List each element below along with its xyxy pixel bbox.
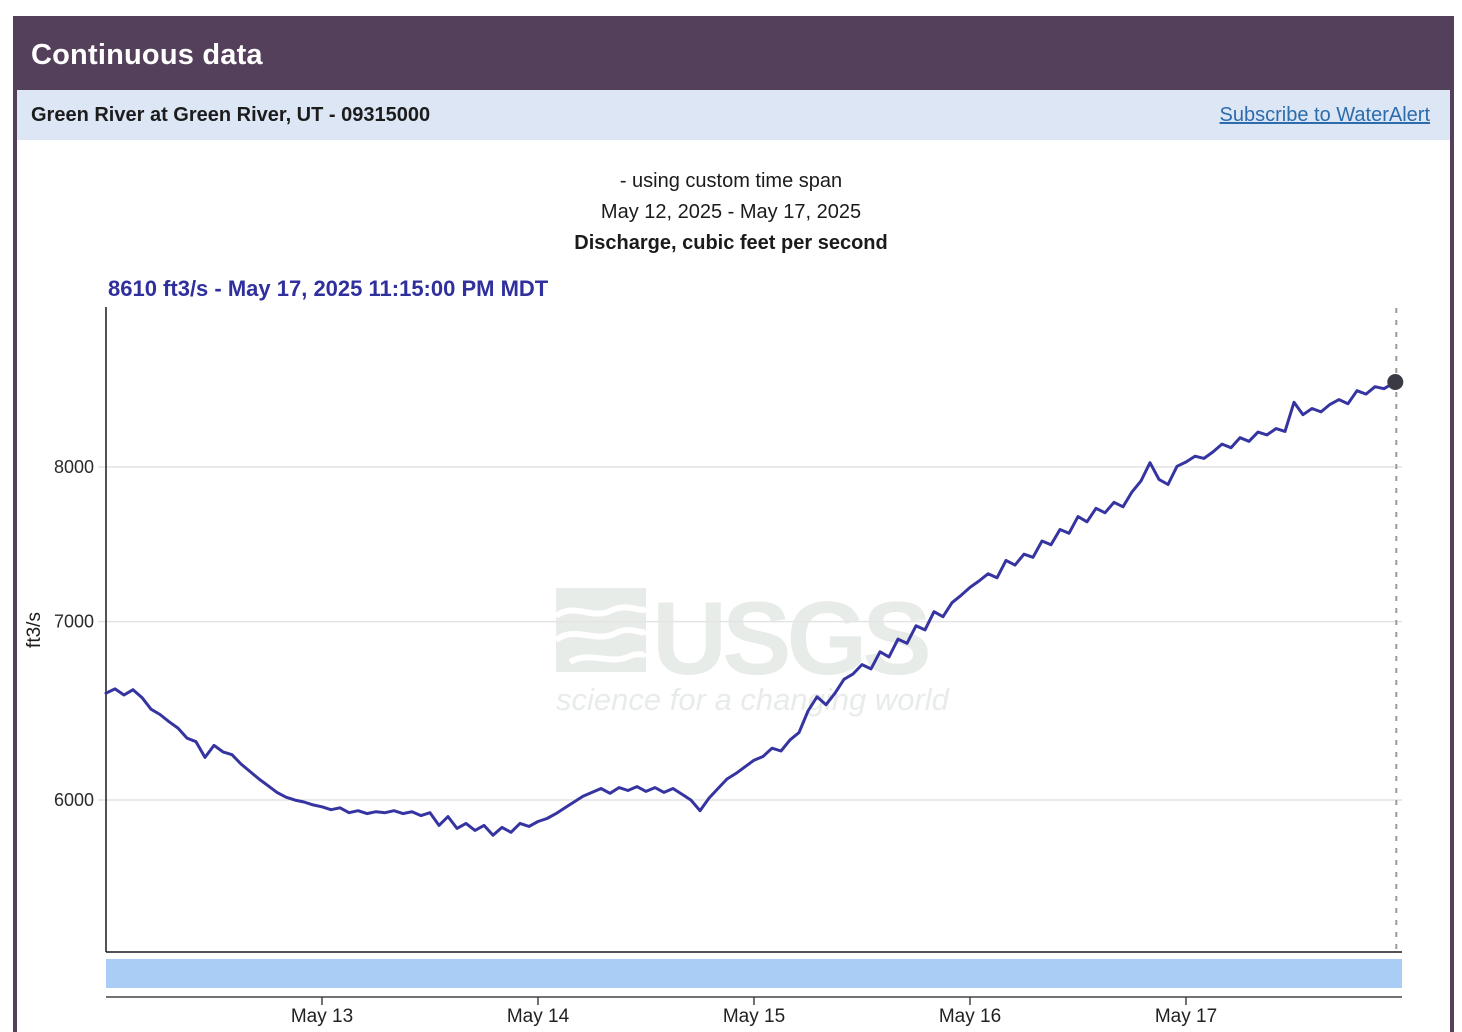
usgs-watermark-tagline: science for a changing world xyxy=(556,682,951,717)
panel-title: Continuous data xyxy=(31,38,263,71)
y-tick-labels: 6000 7000 8000 xyxy=(54,457,94,810)
subscribe-wateralert-link[interactable]: Subscribe to WaterAlert xyxy=(1219,103,1430,126)
usgs-logo-wave-icon xyxy=(554,604,648,619)
panel-frame: Continuous data Green River at Green Riv… xyxy=(13,16,1454,1032)
station-name: Green River at Green River, UT - 0931500… xyxy=(31,103,431,126)
x-tick-label: May 16 xyxy=(939,1006,1001,1027)
usgs-watermark-text: USGS xyxy=(652,581,928,697)
x-tick-label: May 14 xyxy=(507,1006,570,1027)
station-subheader: Green River at Green River, UT - 0931500… xyxy=(17,90,1450,140)
date-range: May 12, 2025 - May 17, 2025 xyxy=(600,201,862,223)
usgs-logo-wave-icon xyxy=(554,627,649,643)
latest-value-marker xyxy=(1387,374,1404,390)
y-gridlines xyxy=(98,466,1402,801)
x-tick-label: May 15 xyxy=(723,1006,785,1027)
x-tick-labels: May 13 May 14 May 15 May 16 May 17 xyxy=(291,997,1217,1027)
current-value-readout: 8610 ft3/s - May 17, 2025 11:15:00 PM MD… xyxy=(108,276,549,301)
x-tick-label: May 17 xyxy=(1155,1006,1217,1027)
panel-header: Continuous data xyxy=(17,20,1450,90)
y-tick-label: 7000 xyxy=(54,612,94,632)
x-tick-label: May 13 xyxy=(291,1006,353,1027)
y-tick-label: 6000 xyxy=(54,790,94,810)
hydrograph-chart[interactable]: USGS science for a changing world 6000 70… xyxy=(0,300,1462,1032)
y-axis-title: ft3/s xyxy=(24,612,45,648)
timespan-note: - using custom time span xyxy=(619,170,843,192)
y-tick-label: 8000 xyxy=(54,457,94,477)
discharge-line xyxy=(104,380,1397,837)
chart-heading: - using custom time span May 12, 2025 - … xyxy=(0,166,1462,259)
usgs-watermark: USGS science for a changing world xyxy=(554,581,951,717)
usgs-logo-wave-icon xyxy=(568,651,649,665)
parameter-title: Discharge, cubic feet per second xyxy=(574,232,888,254)
time-range-slider[interactable] xyxy=(106,959,1402,988)
